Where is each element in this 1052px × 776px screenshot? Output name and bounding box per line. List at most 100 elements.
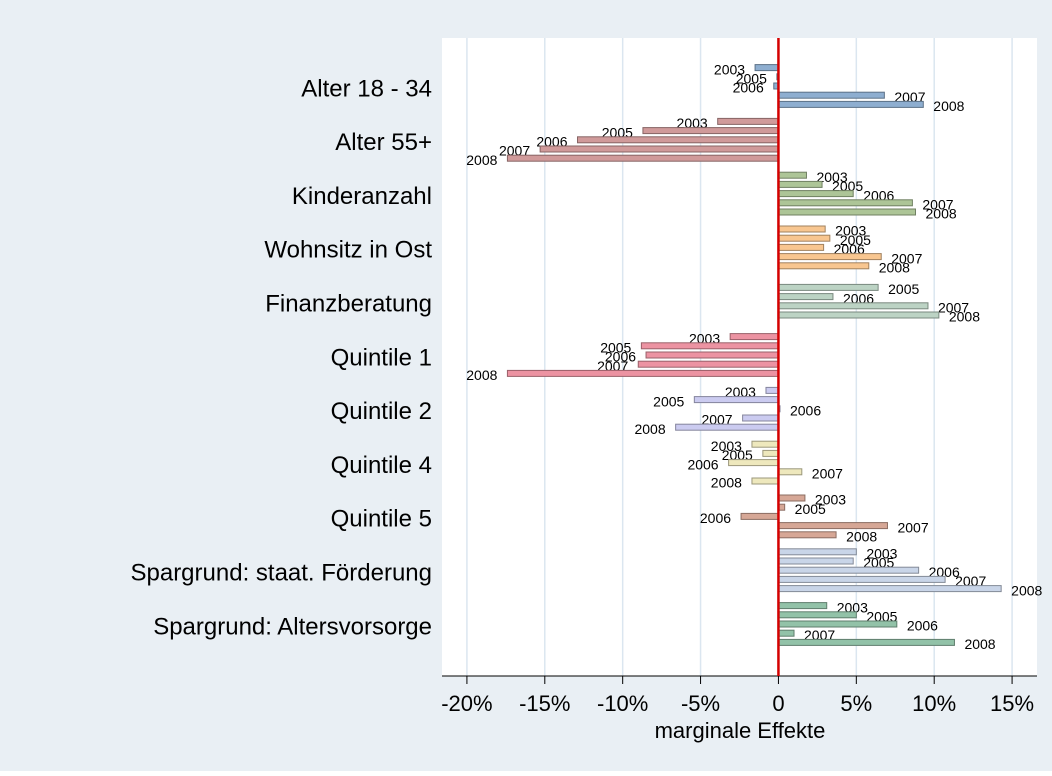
year-label: 2008 [926, 206, 957, 222]
bar [777, 243, 825, 251]
bar [777, 602, 828, 610]
year-label: 2008 [466, 152, 497, 168]
bar [777, 91, 885, 99]
year-label: 2003 [711, 438, 742, 454]
bar [640, 342, 779, 350]
bar [777, 548, 857, 556]
bar [742, 414, 779, 422]
bar [777, 190, 854, 198]
bar [740, 512, 779, 520]
year-label: 2008 [846, 529, 877, 545]
bar [693, 396, 779, 404]
year-label: 2003 [866, 546, 897, 562]
bar [642, 127, 779, 135]
bar [777, 199, 913, 207]
bar [777, 225, 826, 233]
x-tick-label: -5% [681, 691, 720, 716]
year-label: 2006 [687, 456, 718, 472]
bar [777, 468, 803, 476]
bar [777, 611, 857, 619]
bar [728, 459, 779, 467]
bar [717, 117, 779, 125]
year-label: 2006 [700, 510, 731, 526]
group-label: Quintile 5 [331, 506, 432, 533]
bar [777, 575, 946, 583]
year-label: 2008 [949, 309, 980, 325]
bar [675, 423, 779, 431]
bar [637, 360, 779, 368]
bar [777, 293, 834, 301]
bar [777, 262, 870, 270]
x-tick-label: 15% [990, 691, 1034, 716]
year-label: 2008 [1011, 582, 1042, 598]
group-label: Finanzberatung [265, 291, 432, 318]
year-label: 2008 [711, 475, 742, 491]
group-label: Wohnsitz in Ost [264, 237, 432, 264]
x-tick-label: 10% [912, 691, 956, 716]
group-label: Quintile 4 [331, 452, 432, 479]
bar [777, 557, 854, 565]
bar [777, 208, 917, 216]
year-label: 2007 [938, 300, 969, 316]
bar [777, 620, 898, 628]
x-tick-label: -20% [441, 691, 492, 716]
bar [777, 180, 823, 188]
year-label: 2006 [907, 618, 938, 634]
year-label: 2006 [605, 349, 636, 365]
bar [506, 154, 779, 162]
year-label: 2007 [812, 466, 843, 482]
year-label: 2005 [795, 501, 826, 517]
year-label: 2005 [736, 71, 767, 87]
bar [751, 440, 779, 448]
bar [777, 629, 795, 637]
x-tick-label: 0 [772, 691, 784, 716]
year-label: 2007 [922, 197, 953, 213]
year-label: 2005 [653, 393, 684, 409]
bar [777, 566, 920, 574]
bar [506, 369, 779, 377]
year-label: 2006 [790, 403, 821, 419]
year-label: 2008 [879, 260, 910, 276]
group-label: Alter 18 - 34 [301, 75, 432, 102]
year-label: 2007 [891, 250, 922, 266]
bar [777, 171, 807, 179]
x-tick-label: -10% [597, 691, 648, 716]
year-label: 2007 [897, 519, 928, 535]
group-label: Quintile 1 [331, 344, 432, 371]
year-label: 2003 [815, 492, 846, 508]
year-label: 2003 [714, 61, 745, 77]
year-label: 2005 [600, 340, 631, 356]
group-label: Alter 55+ [335, 129, 432, 156]
bar [777, 311, 940, 319]
year-label: 2006 [733, 80, 764, 96]
bar [777, 234, 831, 242]
x-tick-label: -15% [519, 691, 570, 716]
year-label: 2008 [933, 98, 964, 114]
year-label: 2005 [840, 232, 871, 248]
bar [762, 449, 779, 457]
year-label: 2008 [634, 421, 665, 437]
x-axis-title: marginale Effekte [655, 718, 826, 743]
bar [729, 333, 779, 341]
group-label: Kinderanzahl [292, 183, 432, 210]
group-label: Spargrund: Altersvorsorge [153, 613, 432, 640]
bar [777, 100, 924, 108]
group-label: Quintile 2 [331, 398, 432, 425]
year-label: 2003 [835, 223, 866, 239]
bar [777, 302, 929, 310]
year-label: 2003 [816, 169, 847, 185]
group-label: Spargrund: staat. Förderung [130, 560, 432, 587]
bar [765, 386, 779, 394]
bar [777, 638, 955, 646]
bar [539, 145, 779, 153]
year-label: 2008 [964, 636, 995, 652]
year-label: 2005 [888, 281, 919, 297]
bar [777, 531, 837, 539]
bar [777, 585, 1002, 593]
bar [577, 136, 779, 144]
bar [777, 253, 882, 261]
bar [645, 351, 779, 359]
year-label: 2008 [466, 367, 497, 383]
bar [751, 477, 779, 485]
